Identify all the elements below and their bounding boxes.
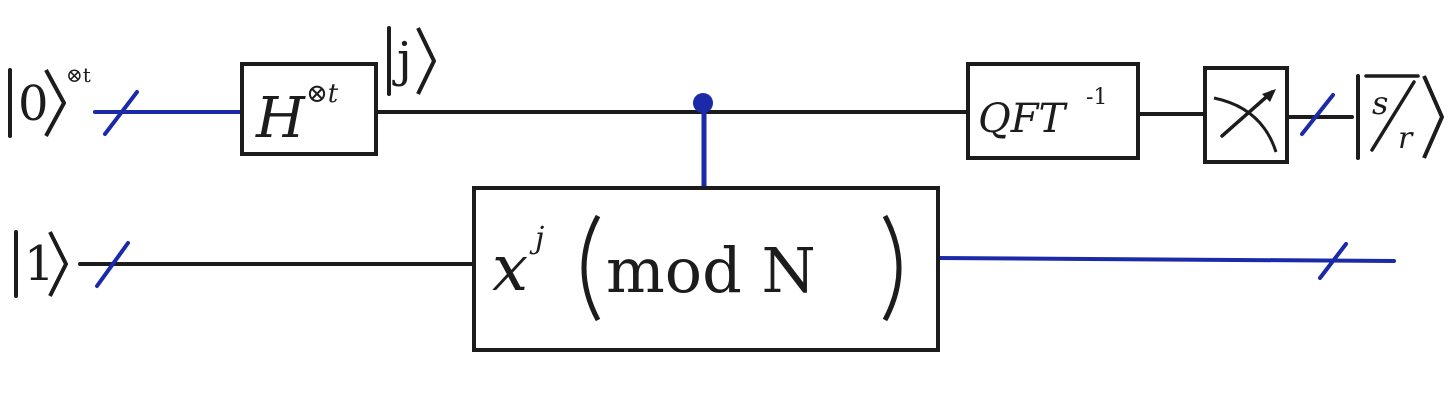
qft-box (966, 62, 1140, 160)
ket-angle-right (1422, 75, 1444, 159)
j-ket-label: j (387, 26, 436, 96)
ket-label-bottom: 1 (24, 236, 55, 292)
ket-label-top: 0 (18, 76, 49, 132)
modexp-base: x (492, 232, 528, 306)
input-ket-top: 0 ⊗t (8, 63, 91, 138)
modexp-text: mod N (606, 234, 816, 307)
meter-arc (1213, 96, 1278, 153)
measurement-gate (1203, 66, 1289, 164)
qft-inverse-gate: QFT -1 (966, 62, 1140, 160)
register-slashes (95, 90, 1348, 288)
control-dot (693, 93, 713, 113)
hadamard-box (240, 62, 378, 156)
modexp-paren-left (581, 214, 601, 322)
ket-angle-right (416, 27, 436, 95)
qft-base: QFT (978, 96, 1069, 142)
hadamard-power: ⊗t (306, 79, 339, 109)
input-ket-bottom: 1 (14, 230, 68, 298)
hadamard-gate: H ⊗t (240, 62, 378, 156)
bottom-input-slash (95, 241, 130, 288)
hadamard-base: H (255, 86, 306, 151)
meter-needle-head (1262, 89, 1276, 102)
output-numerator: s (1372, 84, 1388, 122)
modexp-box (472, 186, 940, 352)
output-fraction-slash (1370, 80, 1416, 152)
qft-power: -1 (1086, 85, 1107, 110)
top-output-slash (1300, 93, 1335, 136)
ket-power-top: ⊗t (66, 63, 91, 87)
ket-angle-right (44, 69, 66, 137)
modexp-gate: x j mod N (472, 186, 940, 352)
top-input-slash (103, 90, 139, 136)
j-ket-text: j (392, 32, 412, 88)
ket-angle-right (48, 231, 68, 297)
output-denominator: r (1398, 121, 1414, 156)
meter-needle (1220, 90, 1274, 138)
bottom-register-wire (78, 256, 1396, 266)
output-ket: s r (1356, 74, 1444, 160)
bottom-wire-output-segment (936, 256, 1396, 263)
bottom-output-slash (1318, 242, 1348, 280)
modexp-paren-right (882, 214, 902, 322)
